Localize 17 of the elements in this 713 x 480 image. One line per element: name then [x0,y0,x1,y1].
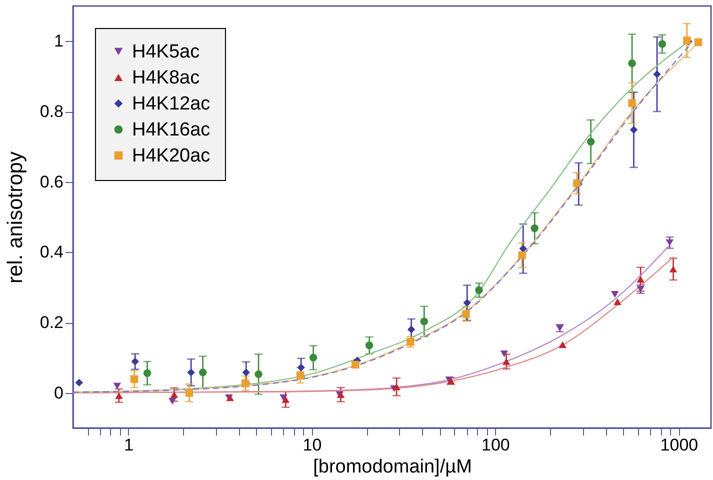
y-tick-label: 0.6 [40,172,64,192]
legend-label: H4K8ac [132,68,200,88]
y-tick-label: 0 [54,383,64,402]
legend-label: H4K20ac [132,146,210,166]
y-tick-label: 1 [54,32,64,51]
legend-label: H4K16ac [132,120,210,140]
y-tick-label: 0.8 [40,102,64,121]
x-tick-label: 100 [482,436,510,454]
x-axis-title: [bromodomain]/µM [313,456,472,478]
y-tick-label: 0.2 [40,313,64,332]
y-tick-label: 0.4 [40,242,64,262]
x-tick-label: 1 [124,436,134,454]
x-tick-label: 10 [302,436,322,454]
x-tick-label: 1000 [660,436,698,454]
y-axis-title: rel. anisotropy [4,151,27,284]
legend-label: H4K12ac [132,94,210,114]
legend-label: H4K5ac [132,42,200,62]
